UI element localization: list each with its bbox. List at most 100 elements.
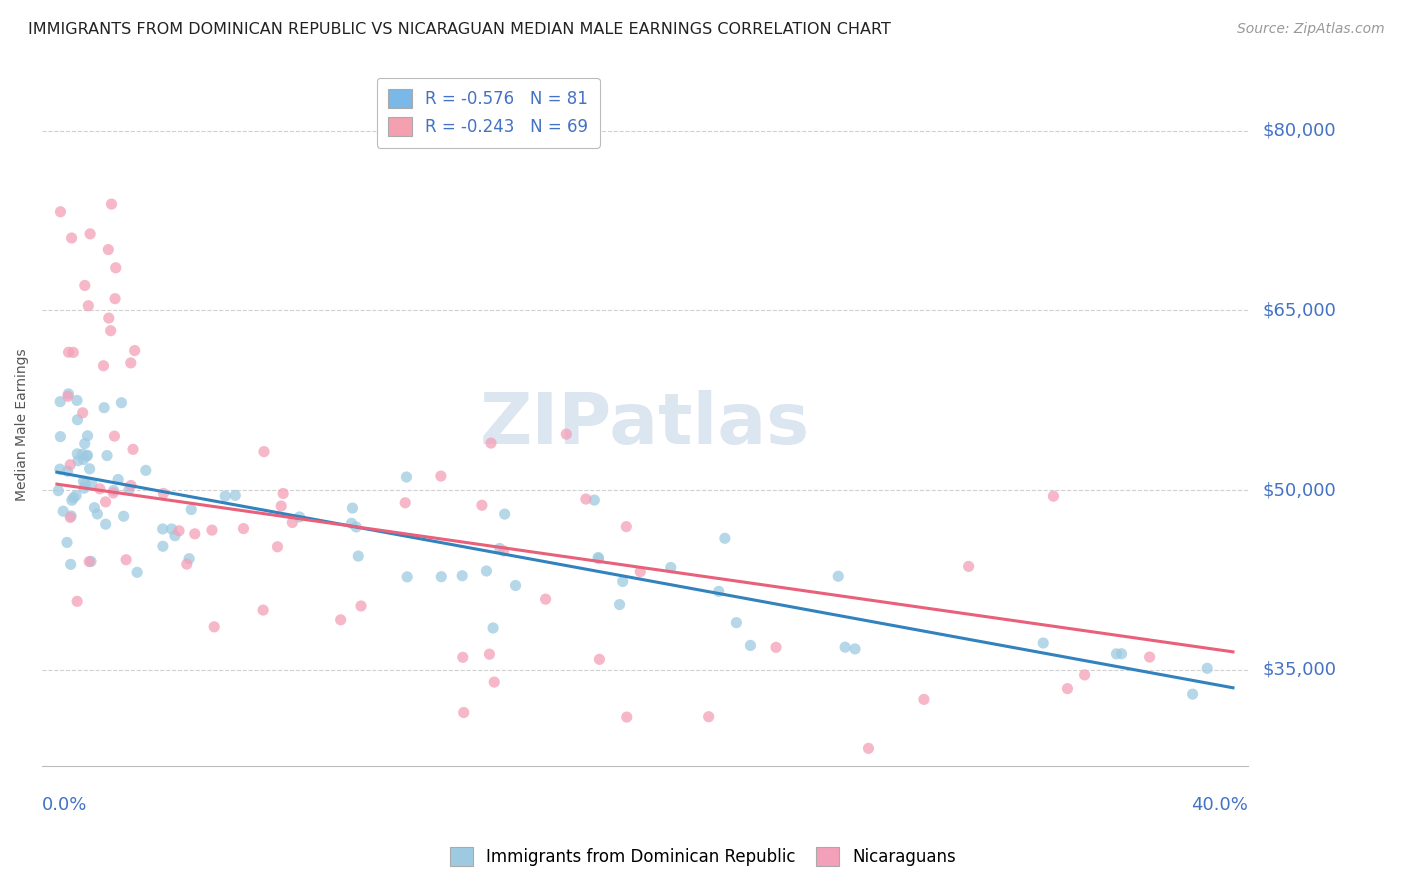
- Point: [586, 550, 609, 565]
- Point: [957, 559, 980, 574]
- Point: [214, 489, 236, 503]
- Point: [628, 565, 651, 579]
- Point: [1197, 661, 1219, 675]
- Point: [112, 509, 135, 524]
- Point: [765, 640, 787, 655]
- Point: [76, 449, 98, 463]
- Point: [66, 413, 89, 427]
- Point: [97, 311, 120, 326]
- Point: [740, 639, 762, 653]
- Point: [707, 584, 730, 599]
- Point: [340, 516, 363, 531]
- Point: [66, 447, 89, 461]
- Point: [232, 522, 254, 536]
- Point: [252, 603, 274, 617]
- Point: [1073, 668, 1095, 682]
- Point: [59, 558, 82, 572]
- Point: [167, 524, 190, 538]
- Point: [66, 393, 89, 408]
- Point: [697, 709, 720, 723]
- Point: [1105, 647, 1128, 661]
- Legend: R = -0.576   N = 81, R = -0.243   N = 69: R = -0.576 N = 81, R = -0.243 N = 69: [377, 78, 600, 148]
- Point: [1111, 647, 1133, 661]
- Point: [396, 570, 419, 584]
- Point: [494, 507, 516, 521]
- Point: [56, 535, 79, 549]
- Text: ZIPatlas: ZIPatlas: [479, 390, 810, 458]
- Text: $65,000: $65,000: [1263, 301, 1336, 319]
- Point: [451, 650, 474, 665]
- Point: [583, 493, 606, 508]
- Point: [103, 429, 125, 443]
- Point: [347, 549, 370, 563]
- Point: [60, 508, 83, 523]
- Point: [62, 491, 84, 505]
- Point: [62, 345, 84, 359]
- Point: [52, 504, 75, 518]
- Point: [575, 491, 598, 506]
- Point: [344, 520, 367, 534]
- Point: [118, 483, 141, 497]
- Point: [1181, 687, 1204, 701]
- Point: [394, 496, 416, 510]
- Point: [100, 324, 122, 338]
- Point: [83, 500, 105, 515]
- Point: [48, 483, 70, 498]
- Point: [482, 621, 505, 635]
- Point: [152, 539, 174, 553]
- Point: [72, 447, 94, 461]
- Point: [72, 406, 94, 420]
- Point: [534, 592, 557, 607]
- Text: $50,000: $50,000: [1263, 481, 1336, 500]
- Point: [1032, 636, 1054, 650]
- Point: [49, 204, 72, 219]
- Point: [342, 501, 364, 516]
- Text: $35,000: $35,000: [1263, 661, 1336, 679]
- Point: [73, 278, 96, 293]
- Point: [94, 495, 117, 509]
- Point: [80, 477, 103, 491]
- Point: [1139, 650, 1161, 665]
- Point: [184, 526, 207, 541]
- Point: [124, 343, 146, 358]
- Point: [107, 473, 129, 487]
- Point: [93, 359, 115, 373]
- Point: [77, 555, 100, 569]
- Point: [79, 227, 101, 241]
- Point: [75, 476, 97, 491]
- Text: IMMIGRANTS FROM DOMINICAN REPUBLIC VS NICARAGUAN MEDIAN MALE EARNINGS CORRELATIO: IMMIGRANTS FROM DOMINICAN REPUBLIC VS NI…: [28, 22, 891, 37]
- Point: [100, 197, 122, 211]
- Point: [834, 640, 856, 655]
- Point: [180, 502, 202, 516]
- Point: [104, 260, 127, 275]
- Point: [478, 647, 501, 661]
- Point: [89, 482, 111, 496]
- Point: [505, 578, 527, 592]
- Point: [616, 710, 638, 724]
- Point: [588, 551, 610, 566]
- Point: [350, 599, 373, 613]
- Point: [60, 231, 83, 245]
- Point: [609, 598, 631, 612]
- Point: [60, 493, 83, 508]
- Point: [555, 427, 578, 442]
- Point: [201, 523, 224, 537]
- Point: [97, 243, 120, 257]
- Point: [76, 448, 98, 462]
- Point: [49, 429, 72, 443]
- Point: [163, 529, 186, 543]
- Point: [614, 519, 637, 533]
- Point: [270, 499, 292, 513]
- Point: [104, 292, 127, 306]
- Point: [612, 574, 634, 589]
- Y-axis label: Median Male Earnings: Median Male Earnings: [15, 348, 30, 500]
- Point: [56, 389, 79, 403]
- Point: [56, 464, 79, 478]
- Point: [127, 566, 149, 580]
- Point: [80, 554, 103, 568]
- Text: $80,000: $80,000: [1263, 122, 1336, 140]
- Legend: Immigrants from Dominican Republic, Nicaraguans: Immigrants from Dominican Republic, Nica…: [443, 840, 963, 873]
- Point: [72, 452, 94, 467]
- Point: [110, 395, 132, 409]
- Point: [94, 517, 117, 532]
